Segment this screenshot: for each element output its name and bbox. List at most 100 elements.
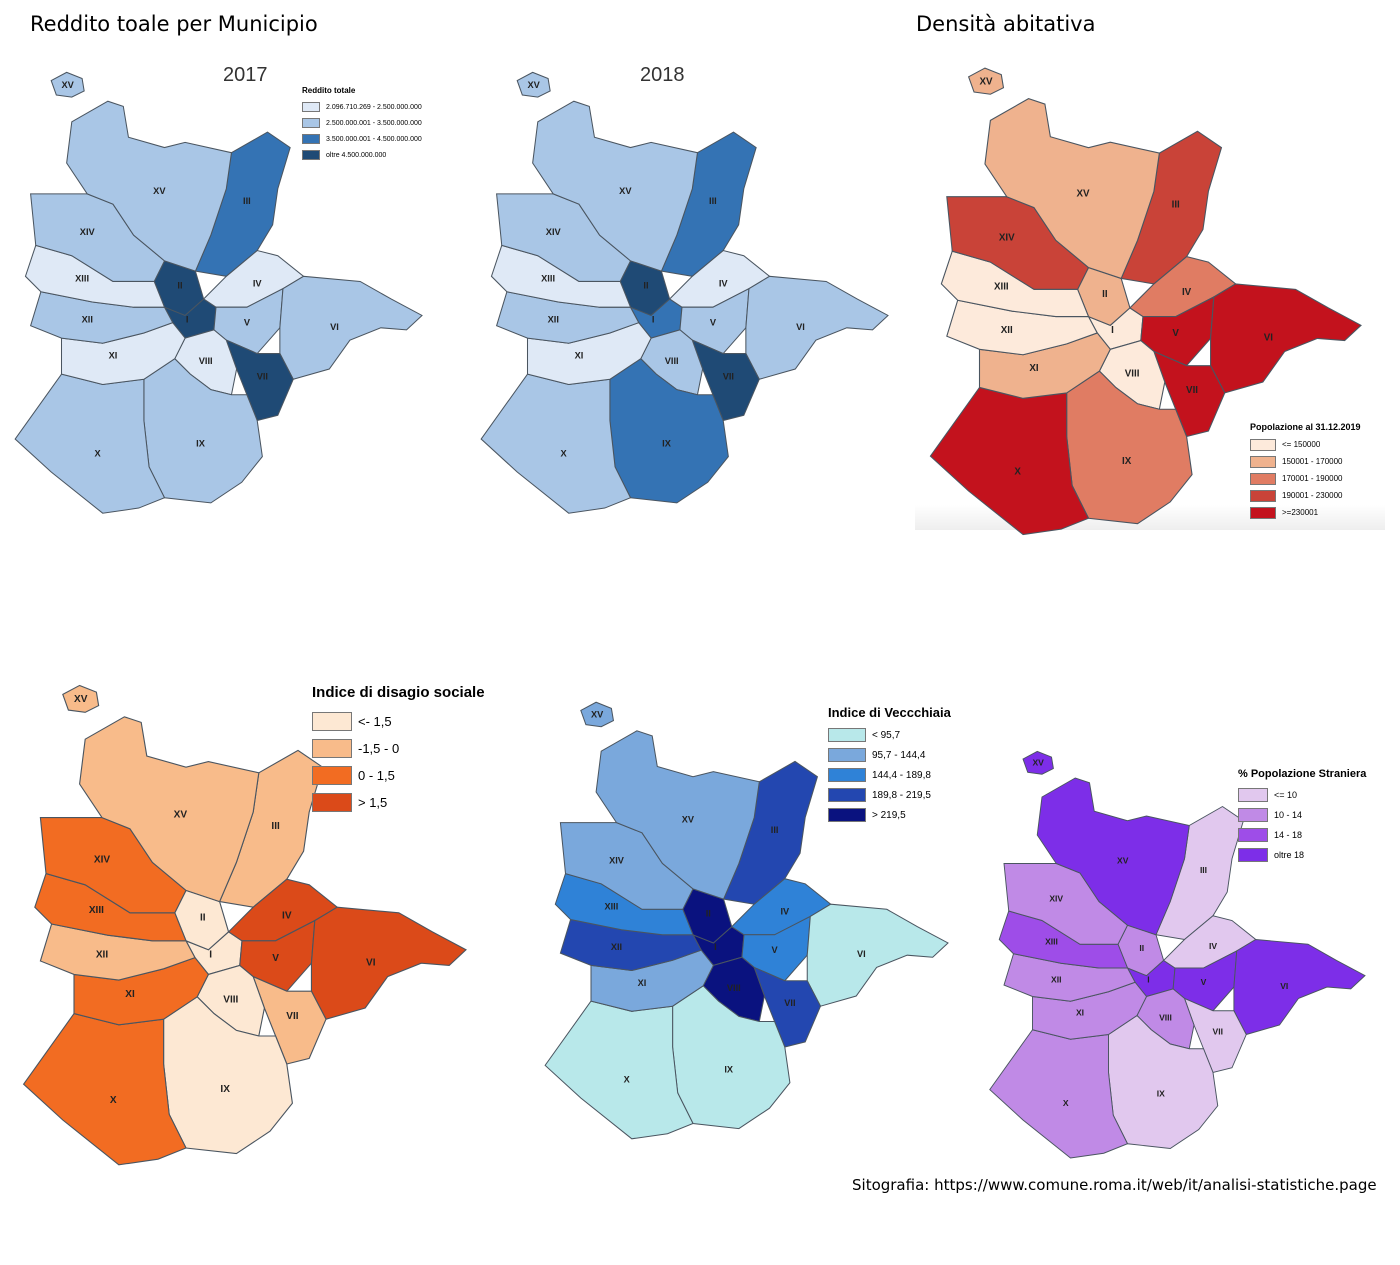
disagio-legend-item: > 1,5 bbox=[312, 789, 522, 816]
disagio-legend-title: Indice di disagio sociale bbox=[312, 684, 485, 701]
disagio-legend-item: <- 1,5 bbox=[312, 708, 522, 735]
density-islet bbox=[967, 67, 1005, 95]
stranieri-label-iii: III bbox=[1200, 865, 1207, 875]
stranieri-municipio-x[interactable] bbox=[989, 1029, 1129, 1159]
disagio-label-iv: IV bbox=[282, 910, 292, 921]
stranieri-municipio-vii[interactable] bbox=[1183, 997, 1247, 1074]
density-label-ii: II bbox=[1102, 289, 1108, 300]
disagio-municipio-vii[interactable] bbox=[252, 975, 327, 1065]
stranieri-legend-item: <= 10 bbox=[1238, 785, 1388, 805]
density-legend-label: <= 150000 bbox=[1282, 440, 1321, 449]
disagio-legend-label: -1,5 - 0 bbox=[358, 741, 400, 756]
vecchiaia-label-i: I bbox=[714, 942, 717, 952]
vecchiaia-islet bbox=[580, 701, 615, 728]
stranieri-legend-item: 14 - 18 bbox=[1238, 825, 1388, 845]
disagio-municipio-x[interactable] bbox=[22, 1012, 187, 1166]
vecchiaia-municipio-x[interactable] bbox=[544, 1000, 694, 1140]
income-2018-label-iii: III bbox=[709, 196, 717, 206]
income-2018-label-v: V bbox=[710, 318, 717, 328]
income-2017-legend-item: 2.096.710.269 - 2.500.000.000 bbox=[302, 99, 452, 115]
vecchiaia-legend-swatch bbox=[828, 748, 866, 762]
income-2017-label-ix: IX bbox=[196, 438, 206, 448]
density-legend-label: 190001 - 230000 bbox=[1282, 491, 1343, 500]
disagio-map: XV I II III IV V VI VII VIII IX X XI XII XIII XIV XV bbox=[18, 672, 477, 1176]
income-2018-municipio-xv[interactable] bbox=[532, 100, 699, 272]
vecchiaia-municipio-xv[interactable] bbox=[595, 730, 760, 900]
disagio-label-iii: III bbox=[271, 821, 280, 832]
income-2017-legend: Reddito totale 2.096.710.269 - 2.500.000.… bbox=[302, 86, 452, 163]
stranieri-municipio-xv[interactable] bbox=[1036, 777, 1190, 936]
income-2017-municipio-xv[interactable] bbox=[66, 100, 233, 272]
vecchiaia-legend: Indice di Veccchiaia < 95,7 95,7 - 144,4 14… bbox=[828, 705, 978, 825]
density-label-xi: XI bbox=[1029, 363, 1039, 374]
income-2018-municipio-vii[interactable] bbox=[691, 339, 760, 422]
income-2017-label-xii: XII bbox=[82, 315, 93, 325]
source-citation: Sitografia: https://www.comune.roma.it/w… bbox=[852, 1176, 1377, 1194]
income-2018-municipio-x[interactable] bbox=[480, 373, 632, 514]
income-2018-municipio-vi[interactable] bbox=[745, 275, 889, 380]
vecchiaia-label-xiv: XIV bbox=[609, 855, 625, 865]
density-label-i: I bbox=[1111, 325, 1114, 336]
vecchiaia-municipio-vii[interactable] bbox=[753, 966, 822, 1048]
income-2017-label-x: X bbox=[94, 449, 101, 459]
disagio-legend-swatch bbox=[312, 739, 352, 758]
stranieri-municipio-vi[interactable] bbox=[1233, 939, 1366, 1036]
vecchiaia-label-xv: XV bbox=[682, 815, 695, 825]
disagio-label-islet: XV bbox=[74, 694, 88, 705]
income-2017-map: XV I II III IV V VI VII VIII IX X XI XII XIII XIV XV bbox=[10, 60, 432, 524]
income-2018-label-vii: VII bbox=[723, 371, 734, 381]
disagio-label-xi: XI bbox=[125, 989, 135, 1000]
density-municipio-vii[interactable] bbox=[1152, 350, 1226, 438]
stranieri-label-xiii: XIII bbox=[1045, 936, 1058, 946]
income-2018-label-xiv: XIV bbox=[546, 227, 562, 237]
vecchiaia-label-islet: XV bbox=[591, 710, 604, 720]
stranieri-label-xii: XII bbox=[1051, 974, 1061, 984]
income-2018-label-xiii: XIII bbox=[541, 273, 555, 283]
income-2017-legend-label: 3.500.000.001 - 4.500.000.000 bbox=[326, 135, 422, 143]
income-2018-islet bbox=[516, 71, 551, 98]
stranieri-label-xv: XV bbox=[1117, 856, 1129, 866]
stranieri-legend-title: % Popolazione Straniera bbox=[1238, 768, 1367, 780]
vecchiaia-label-ix: IX bbox=[724, 1065, 734, 1075]
density-legend-item: 190001 - 230000 bbox=[1250, 487, 1390, 504]
income-2018-label-ix: IX bbox=[662, 438, 672, 448]
vecchiaia-legend-swatch bbox=[828, 808, 866, 822]
stranieri-legend-label: <= 10 bbox=[1274, 790, 1298, 800]
income-2017-year: 2017 bbox=[223, 64, 268, 86]
vecchiaia-legend-title: Indice di Veccchiaia bbox=[828, 705, 951, 720]
income-2018-label-viii: VIII bbox=[665, 356, 679, 366]
density-legend-item: 150001 - 170000 bbox=[1250, 453, 1390, 470]
vecchiaia-legend-item: 95,7 - 144,4 bbox=[828, 745, 978, 765]
stranieri-legend-item: 10 - 14 bbox=[1238, 805, 1388, 825]
disagio-legend: Indice di disagio sociale <- 1,5 -1,5 - 0 0… bbox=[312, 684, 522, 816]
disagio-legend-swatch bbox=[312, 793, 352, 812]
density-municipio-x[interactable] bbox=[929, 386, 1090, 536]
income-2017-legend-title: Reddito totale bbox=[302, 86, 356, 95]
density-legend-swatch bbox=[1250, 506, 1276, 519]
income-2017-municipio-x[interactable] bbox=[14, 373, 166, 514]
disagio-municipio-xv[interactable] bbox=[79, 716, 260, 903]
disagio-municipio-vi[interactable] bbox=[310, 906, 467, 1020]
stranieri-legend-swatch bbox=[1238, 788, 1268, 802]
disagio-label-xiv: XIV bbox=[94, 854, 111, 865]
density-legend-title: Popolazione al 31.12.2019 bbox=[1250, 422, 1361, 432]
income-2017-legend-item: 3.500.000.001 - 4.500.000.000 bbox=[302, 131, 452, 147]
vecchiaia-municipio-vi[interactable] bbox=[806, 903, 949, 1007]
income-2018-label-ii: II bbox=[643, 281, 648, 291]
disagio-legend-label: 0 - 1,5 bbox=[358, 768, 395, 783]
density-label-iv: IV bbox=[1182, 287, 1192, 298]
density-label-vi: VI bbox=[1264, 333, 1274, 344]
density-municipio-vi[interactable] bbox=[1210, 283, 1362, 394]
vecchiaia-label-vii: VII bbox=[784, 998, 795, 1008]
stranieri-label-xi: XI bbox=[1076, 1008, 1084, 1018]
income-2017-municipio-vii[interactable] bbox=[225, 339, 294, 422]
stranieri-map: XV I II III IV V VI VII VIII IX X XI XII XIII XIV XV bbox=[985, 740, 1375, 1168]
density-municipio-xv[interactable] bbox=[984, 98, 1160, 280]
income-2017-municipio-vi[interactable] bbox=[279, 275, 423, 380]
vecchiaia-label-xii: XII bbox=[611, 942, 622, 952]
vecchiaia-legend-label: 144,4 - 189,8 bbox=[872, 769, 931, 781]
disagio-islet bbox=[62, 684, 100, 713]
stranieri-legend-label: 10 - 14 bbox=[1274, 810, 1303, 820]
income-2017-label-v: V bbox=[244, 318, 251, 328]
vecchiaia-legend-label: < 95,7 bbox=[872, 729, 901, 741]
